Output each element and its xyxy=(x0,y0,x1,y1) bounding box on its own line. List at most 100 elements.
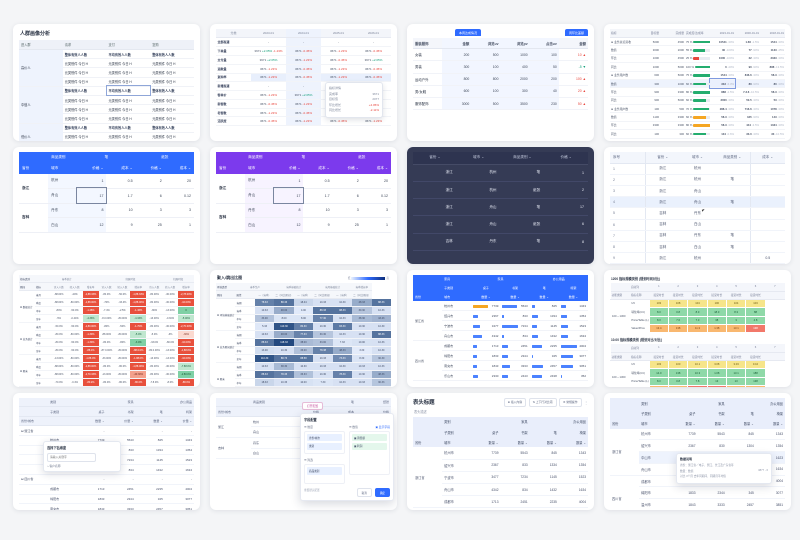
col-header[interactable]: 笔 xyxy=(135,406,165,417)
col-header-group[interactable]: 当季基础统计 xyxy=(274,283,314,292)
col-header-sortable[interactable]: 价格 ⌄ xyxy=(77,163,107,174)
popup-item[interactable]: ⤷ 客户名称 xyxy=(47,464,61,469)
more-options-icon[interactable]: ⋮ xyxy=(584,399,588,405)
col-header-group[interactable]: 办公用品 xyxy=(529,416,588,427)
col-header[interactable]: 2023-01-01 xyxy=(710,29,735,38)
col-header[interactable]: 复购 xyxy=(150,40,194,50)
col-header-sortable[interactable]: 成本 ⌄ xyxy=(106,163,136,174)
col-header[interactable]: 转入人数 xyxy=(162,282,179,292)
value-list[interactable]: ▣ 销售额 ▣ 利润 xyxy=(349,431,390,475)
col-header[interactable]: 服装服饰 xyxy=(413,38,443,50)
col-header-sortable[interactable]: 成本 ⌄ xyxy=(164,163,194,174)
col-header[interactable]: 3 xyxy=(687,283,708,292)
confirm-button[interactable]: 确定 xyxy=(374,488,390,497)
general-actions-button[interactable]: ⚙ 常规操作 xyxy=(559,398,582,407)
list-item[interactable]: 省份/城市 xyxy=(307,434,342,442)
col-header[interactable]: 接受时长 xyxy=(726,291,746,301)
table-row-selected[interactable]: 复购率 3671 -1.23% 3671 -0.45% 3671 -1.23% … xyxy=(216,73,391,83)
col-header[interactable]: 1 xyxy=(649,283,669,292)
col-header[interactable]: 接受时长 xyxy=(687,291,708,301)
col-header[interactable]: 2023-01 xyxy=(251,29,286,39)
col-header[interactable]: 2025-01 xyxy=(321,29,356,39)
col-header[interactable]: 5 xyxy=(726,283,746,292)
col-header[interactable]: 椅架 xyxy=(558,283,588,293)
col-header-sortable[interactable]: 成本 ⌄ xyxy=(749,152,785,164)
col-header[interactable]: 功能类别 xyxy=(610,291,630,301)
col-header[interactable]: 请求 xyxy=(62,40,107,50)
col-header-sortable[interactable]: 价格 ⌄ xyxy=(332,163,362,174)
col-header[interactable]: 笔 xyxy=(529,426,559,438)
col-header-sortable[interactable]: 城市 ⌄ xyxy=(680,152,715,164)
col-header[interactable]: 接受时长 xyxy=(649,352,669,362)
col-header[interactable]: 支付 xyxy=(106,40,151,50)
col-header[interactable]: 5 xyxy=(726,344,746,353)
compare-rows-button[interactable]: ⇅ 上下行对比项 xyxy=(528,398,557,407)
col-header[interactable]: 4 xyxy=(707,283,727,292)
col-header-group[interactable]: 纸张 xyxy=(135,152,194,163)
col-header[interactable]: 城市 xyxy=(639,418,669,429)
col-header[interactable]: 金额 xyxy=(558,38,588,50)
col-header[interactable]: 接受时长 xyxy=(745,291,766,301)
cell-selected[interactable]: 3671 -0.45% xyxy=(286,73,321,83)
col-header[interactable]: 一（当季） xyxy=(293,290,314,300)
drilldown-popup[interactable]: 选择下钻维度 ⤷ 客户名称 xyxy=(43,441,121,473)
col-header-sortable[interactable]: 商品类别 ⌄ xyxy=(715,152,750,164)
col-header[interactable]: 接受时长 xyxy=(707,291,727,301)
col-header[interactable]: 金额 xyxy=(442,38,472,50)
col-header[interactable]: 2 xyxy=(668,283,688,292)
col-header[interactable]: 二（同比期间） xyxy=(313,290,333,300)
col-header-group[interactable]: 当季生产 xyxy=(235,283,275,292)
col-header[interactable]: 城市 xyxy=(442,292,472,302)
col-header-group[interactable]: 笔 xyxy=(77,152,136,163)
col-header-sortable[interactable]: 数量 ⌄ xyxy=(471,292,501,302)
col-header-sortable[interactable]: 价格 ⌄ xyxy=(135,163,165,174)
col-header-group[interactable]: 家具 xyxy=(668,398,727,409)
col-header-sortable[interactable]: 价量 ⌄ xyxy=(106,416,136,427)
col-header[interactable]: 进入群 xyxy=(19,40,63,50)
col-header[interactable]: 3 xyxy=(687,344,708,353)
col-header[interactable]: 2000-01-01 xyxy=(735,29,760,38)
col-header[interactable]: 接受时长 xyxy=(707,352,727,362)
col-header[interactable]: 商品类别 xyxy=(48,152,78,163)
col-header-group[interactable]: 笔 xyxy=(274,152,333,163)
col-header-sortable[interactable]: 数量 ⌄ xyxy=(668,418,698,429)
col-header[interactable]: 点击uv xyxy=(529,38,559,50)
col-header-group[interactable]: 家具 xyxy=(471,275,530,284)
col-header[interactable]: 浏览uv xyxy=(471,38,501,50)
col-header-sortable[interactable]: 省份 ⌄ xyxy=(413,152,457,165)
col-header-sortable[interactable]: 数量 ⌄ xyxy=(726,418,756,429)
col-header-group[interactable]: 办公用品 xyxy=(726,398,785,409)
col-header-sortable[interactable]: 数量 ⌄ xyxy=(500,292,530,302)
col-header[interactable]: 城市 xyxy=(48,163,78,174)
col-header[interactable]: 接受时长 xyxy=(668,291,688,301)
col-header[interactable]: 笔 xyxy=(726,408,756,419)
col-header[interactable]: 2024-01 xyxy=(286,29,321,39)
col-header[interactable]: 接受时长 xyxy=(745,352,766,362)
col-header-sortable[interactable]: 价格 ⌄ xyxy=(544,152,588,165)
col-header[interactable]: 增长率 xyxy=(82,282,99,292)
col-header-sortable[interactable]: 省份 ⌄ xyxy=(644,152,680,164)
col-header[interactable]: 转入人数 xyxy=(66,282,83,292)
col-header[interactable]: 省份 xyxy=(610,418,640,429)
col-header[interactable]: 完成度/达成率 xyxy=(685,29,710,38)
col-header[interactable]: 增长率 xyxy=(178,282,194,292)
col-header[interactable]: 2026-01 xyxy=(356,29,391,39)
col-header-sortable[interactable]: 数量 ⌄ xyxy=(697,418,727,429)
col-header[interactable]: 指标名称 xyxy=(629,352,650,362)
col-header[interactable]: 省份 xyxy=(216,163,246,174)
col-header-group[interactable]: 家具 xyxy=(471,416,530,427)
col-header-group[interactable]: 办公用品 xyxy=(135,398,194,408)
col-header-group[interactable]: 纸张 xyxy=(332,152,391,163)
col-header[interactable]: 期间 xyxy=(19,282,35,292)
col-header[interactable]: 书架 xyxy=(106,406,136,417)
col-header[interactable]: 接受时长 xyxy=(687,352,708,362)
list-item[interactable]: 类别 xyxy=(307,442,342,450)
col-header[interactable]: 指标 xyxy=(610,29,635,38)
col-header-group[interactable]: 办公用品 xyxy=(529,275,588,284)
col-header-sortable[interactable]: 数量 ⌄ xyxy=(529,292,559,302)
dimension-list[interactable]: 省份/城市 类别 xyxy=(304,431,345,455)
col-header-sortable[interactable]: 数量 ⌄ xyxy=(135,416,165,427)
sub-label-selected[interactable]: 平均有效人人数 xyxy=(105,85,152,97)
reset-link[interactable]: 重置默认配置 xyxy=(304,489,320,493)
col-header[interactable]: 一（当季） xyxy=(254,290,275,300)
